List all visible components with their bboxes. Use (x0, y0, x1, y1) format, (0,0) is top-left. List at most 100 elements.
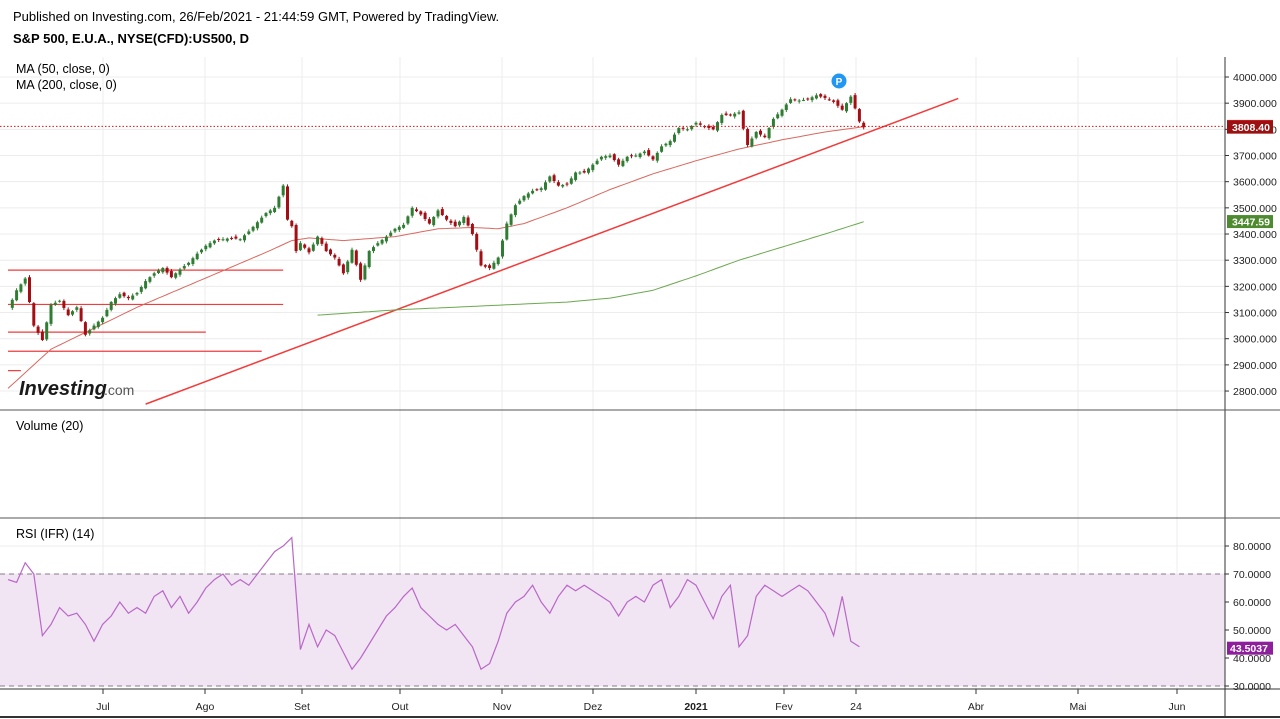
ma50-legend: MA (50, close, 0) (16, 62, 110, 76)
candle-body-145 (630, 155, 633, 157)
candle-body-101 (440, 209, 444, 216)
candle-body-46 (204, 245, 208, 250)
candle-body-159 (690, 126, 694, 130)
rsi-line (7, 536, 860, 671)
candle-body-173 (750, 138, 754, 147)
candle-body-89 (389, 232, 393, 236)
logo-brand: Investing (19, 378, 107, 400)
candle-body-132 (574, 172, 578, 180)
x-tick-label-10: Mai (1070, 701, 1087, 713)
candle-body-83 (363, 265, 367, 280)
candle-body-147 (638, 153, 642, 158)
candle-body-104 (453, 221, 457, 227)
candle-body-58 (255, 222, 259, 229)
candle-body-60 (264, 213, 268, 217)
x-tick-label-11: Jun (1169, 701, 1186, 713)
candle-body-12 (58, 300, 62, 302)
rsi-tick-label-2: 60.0000 (1233, 597, 1271, 609)
candle-body-94 (410, 207, 414, 216)
candle-body-199 (862, 122, 866, 128)
price-tick-label-9: 3100.000 (1233, 308, 1277, 320)
close-price-tag-text: 3808.40 (1232, 122, 1270, 134)
candle-body-133 (578, 172, 582, 174)
candle-body-23 (105, 309, 109, 317)
support-lines (8, 97, 959, 405)
ma200-legend: MA (200, close, 0) (16, 78, 117, 92)
candle-body-99 (432, 217, 436, 226)
candle-body-36 (161, 268, 165, 273)
candle-body-166 (720, 114, 724, 123)
candle-body-15 (71, 311, 74, 315)
candle-body-57 (251, 226, 255, 231)
candle-body-142 (617, 159, 621, 165)
p-marker-text: P (836, 77, 843, 88)
candle-body-93 (406, 216, 410, 224)
candle-body-158 (685, 129, 689, 131)
candle-body-152 (660, 146, 664, 152)
candle-body-52 (230, 237, 234, 239)
candle-body-22 (101, 317, 105, 323)
candle-body-79 (346, 261, 350, 273)
candle-body-105 (458, 221, 461, 226)
candle-body-44 (195, 253, 199, 260)
candle-body-143 (621, 160, 625, 167)
p-marker-badge[interactable]: P (831, 73, 847, 89)
candle-body-124 (539, 188, 543, 191)
candle-body-128 (556, 182, 560, 186)
rsi-pane-title: RSI (IFR) (14) (16, 527, 94, 541)
labels-layer: 4000.0003900.0003800.0003700.0003600.000… (0, 72, 1277, 713)
candle-body-54 (238, 239, 242, 241)
candle-body-122 (531, 190, 535, 194)
candle-body-126 (548, 176, 552, 182)
candle-body-27 (122, 292, 126, 297)
candle-body-144 (625, 156, 629, 162)
x-tick-label-0: Jul (96, 701, 109, 713)
candle-body-84 (367, 251, 371, 267)
candle-body-33 (148, 277, 152, 282)
candle-body-92 (402, 224, 406, 228)
candle-body-130 (565, 183, 569, 185)
candle-body-154 (668, 141, 672, 146)
x-tick-label-1: Ago (196, 701, 215, 713)
candle-body-35 (157, 270, 160, 273)
candle-body-164 (711, 126, 715, 130)
candle-body-129 (561, 184, 565, 187)
candle-body-78 (341, 264, 345, 274)
x-tick-label-3: Out (392, 701, 409, 713)
candle-body-198 (857, 109, 861, 122)
volume-pane-title: Volume (20) (16, 419, 83, 433)
price-tick-label-3: 3700.000 (1233, 151, 1277, 163)
candle-body-72 (316, 236, 320, 245)
ma200-price-tag-bg (1227, 215, 1273, 229)
price-tick-label-5: 3500.000 (1233, 203, 1277, 215)
candle-body-102 (445, 215, 449, 220)
candle-body-55 (243, 235, 246, 241)
candle-body-109 (475, 233, 479, 250)
x-tick-label-7: Fev (775, 701, 793, 713)
candle-body-40 (178, 269, 182, 275)
candle-body-43 (191, 258, 195, 264)
candle-body-47 (208, 243, 212, 248)
candle-body-141 (612, 154, 616, 161)
candle-body-195 (845, 103, 848, 112)
price-tick-label-12: 2800.000 (1233, 386, 1277, 398)
candle-body-168 (728, 114, 732, 116)
candle-body-182 (789, 99, 793, 103)
price-tick-label-10: 3000.000 (1233, 334, 1277, 346)
candle-body-111 (483, 265, 487, 267)
candle-body-41 (182, 266, 186, 269)
candle-body-134 (582, 170, 586, 173)
candle-body-127 (552, 175, 556, 182)
candle-body-67 (294, 225, 298, 252)
candle-body-170 (737, 112, 741, 114)
candle-body-62 (273, 207, 277, 213)
candle-body-51 (225, 238, 229, 241)
candle-body-90 (393, 228, 397, 232)
candle-body-151 (655, 152, 659, 161)
candle-body-146 (634, 155, 638, 157)
candle-body-98 (427, 219, 431, 224)
candle-body-66 (290, 220, 294, 227)
candle-body-71 (311, 244, 315, 251)
candle-body-194 (840, 105, 844, 110)
